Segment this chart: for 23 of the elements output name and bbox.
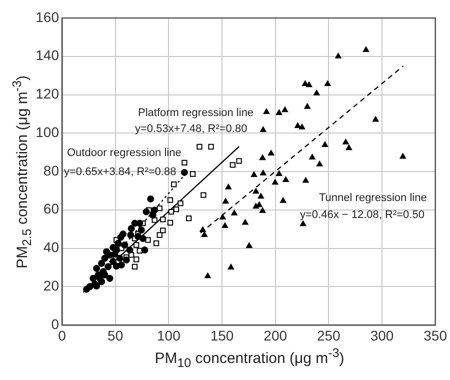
y-tick-label: 120 (36, 86, 60, 102)
x-tick-label: 200 (264, 327, 288, 344)
x-tick-label: 100 (156, 327, 181, 344)
y-tick-label: 20 (43, 277, 60, 294)
x-tick-label: 50 (108, 327, 124, 344)
y-tick-label: 40 (43, 239, 60, 256)
annotation: Tunnel regression line (319, 192, 427, 204)
annotation: y=0.65x+3.84, R²=0.88 (64, 166, 176, 178)
y-tick-label: 60 (43, 200, 60, 217)
y-tick-label: 0 (51, 316, 60, 332)
x-tick-label: 300 (370, 327, 394, 344)
y-tick-label: 160 (36, 8, 60, 25)
annotation: y=0.53x+7.48, R²=0.80 (135, 123, 248, 136)
x-tick-label: 150 (210, 327, 234, 344)
annotation: Platform regression line (138, 107, 254, 120)
y-tick-label: 80 (43, 162, 60, 178)
annotation: y=0.46x − 12.08, R²=0.50 (300, 209, 424, 222)
x-axis-title: PM$_{10}$ concentration (μg m$^{-3}$) (154, 346, 346, 370)
y-tick-label: 100 (36, 124, 60, 140)
annotation: Outdoor regression line (67, 147, 182, 160)
x-tick-label: 350 (424, 327, 448, 344)
y-tick-label: 140 (36, 47, 60, 64)
x-tick-label: 250 (316, 327, 341, 344)
